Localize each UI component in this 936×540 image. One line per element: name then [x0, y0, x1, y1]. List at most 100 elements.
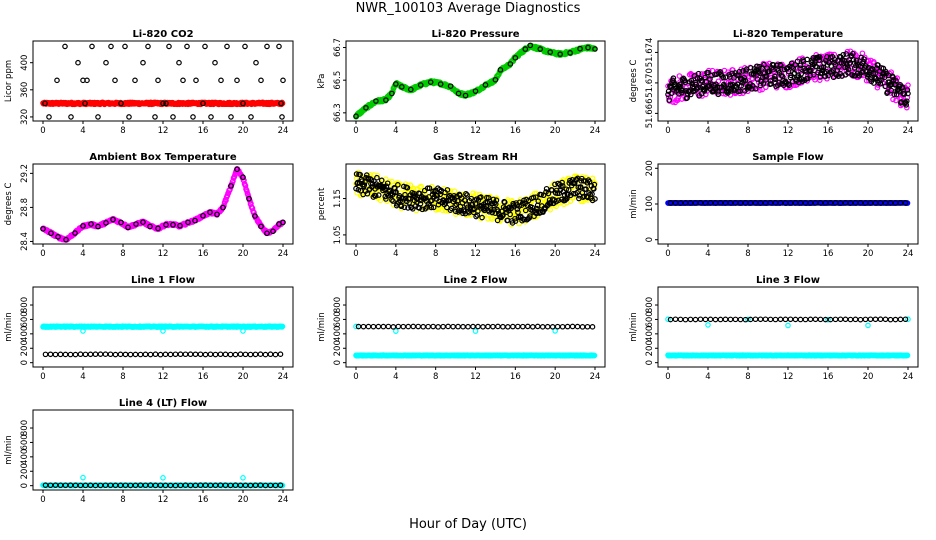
data-point	[742, 200, 749, 206]
data-point	[539, 324, 546, 330]
data-point	[152, 351, 159, 358]
data-point	[584, 323, 591, 330]
data-point	[591, 181, 598, 188]
data-points	[40, 166, 286, 243]
data-point	[166, 43, 172, 50]
panel-title: Li-820 Temperature	[733, 29, 843, 40]
data-point	[390, 198, 396, 204]
y-tick-label: 800	[20, 297, 30, 313]
data-point	[777, 200, 784, 206]
data-point	[522, 207, 529, 214]
series-red	[40, 99, 286, 108]
data-point	[404, 184, 411, 191]
data-point	[177, 351, 184, 358]
data-point	[399, 84, 405, 90]
data-point	[440, 323, 446, 330]
y-tick-label: 600	[20, 311, 30, 327]
data-point	[72, 230, 78, 236]
data-point	[228, 183, 234, 189]
data-point	[736, 68, 743, 75]
y-tick-label: 1.15	[333, 189, 343, 208]
y-tick-label: 200	[333, 340, 343, 356]
data-point	[797, 62, 804, 69]
data-point	[695, 70, 702, 77]
x-tick-label: 0	[665, 249, 670, 259]
data-point	[80, 223, 86, 229]
data-point	[667, 200, 674, 206]
data-point	[559, 183, 566, 189]
x-tick-label: 20	[550, 126, 561, 136]
data-point	[902, 200, 909, 206]
data-point	[522, 46, 529, 52]
data-point	[227, 186, 233, 193]
data-point	[554, 323, 561, 330]
data-point	[373, 98, 379, 104]
data-point	[428, 204, 435, 211]
data-point	[777, 62, 784, 69]
data-point	[208, 114, 214, 120]
x-tick-label: 8	[745, 372, 750, 382]
data-point	[420, 323, 427, 330]
data-point	[852, 200, 859, 206]
data-point	[843, 51, 850, 57]
data-point	[802, 200, 809, 206]
series-black	[40, 166, 286, 243]
y-tick-label: 0	[645, 237, 655, 242]
data-point	[756, 63, 763, 70]
data-point	[357, 171, 363, 178]
data-point	[444, 187, 451, 193]
data-point	[133, 221, 139, 227]
data-point	[515, 323, 521, 330]
data-point	[437, 81, 444, 87]
data-point	[824, 54, 830, 60]
data-point	[904, 200, 911, 206]
data-point	[672, 200, 679, 206]
data-point	[224, 43, 230, 50]
series-black	[355, 323, 596, 330]
x-tick-label: 0	[665, 126, 670, 136]
x-tick-label: 12	[470, 249, 481, 259]
data-point	[363, 105, 369, 111]
data-point	[62, 351, 69, 358]
data-point	[102, 351, 109, 357]
y-tick-label: 400	[645, 326, 655, 342]
data-point	[252, 213, 258, 219]
data-point	[430, 323, 436, 330]
data-point	[505, 323, 511, 330]
data-point	[377, 197, 384, 204]
data-point	[242, 43, 248, 50]
data-point	[68, 114, 74, 120]
data-point	[192, 351, 199, 358]
data-point	[585, 44, 591, 51]
data-point	[57, 351, 64, 358]
y-tick-label: 28.4	[20, 232, 30, 251]
data-point	[262, 351, 269, 358]
data-point	[589, 324, 596, 330]
data-point	[448, 205, 455, 212]
data-point	[155, 77, 161, 84]
data-point	[816, 57, 823, 63]
data-point	[569, 323, 576, 330]
data-point	[147, 351, 154, 358]
x-tick-label: 24	[590, 249, 601, 259]
data-point	[577, 45, 583, 52]
data-point	[279, 114, 285, 120]
data-point	[246, 195, 252, 202]
data-point	[365, 323, 372, 330]
data-point	[434, 192, 441, 199]
series-black	[665, 50, 911, 108]
data-point	[400, 323, 407, 330]
data-point	[891, 91, 898, 98]
panel-title: Line 1 Flow	[131, 275, 195, 286]
y-axis-label: ml/min	[629, 189, 639, 219]
data-point	[247, 351, 254, 358]
data-point	[538, 191, 545, 198]
data-point	[560, 177, 567, 183]
data-point	[555, 197, 562, 204]
data-point	[897, 102, 904, 109]
data-point	[753, 63, 760, 70]
x-tick-label: 16	[510, 249, 521, 259]
data-point	[359, 178, 365, 184]
